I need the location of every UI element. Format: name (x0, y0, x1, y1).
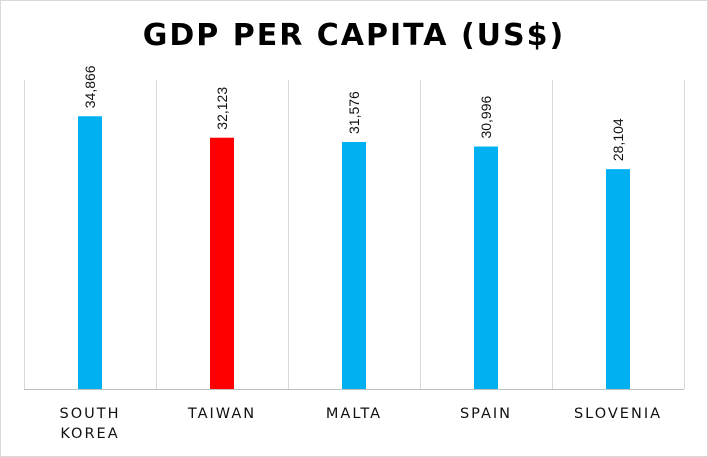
x-tick-label-south-korea-line2: KOREA (60, 426, 119, 442)
bar-malta (342, 141, 366, 389)
x-tick-label-malta: MALTA (326, 406, 382, 422)
data-label-spain: 30,996 (478, 95, 494, 138)
data-label-taiwan: 32,123 (214, 87, 230, 130)
x-tick-label-taiwan: TAIWAN (187, 406, 256, 422)
data-label-slovenia: 28,104 (610, 118, 626, 161)
data-label-south-korea: 34,866 (82, 65, 98, 108)
bar-south-korea (78, 116, 102, 389)
x-tick-label-spain: SPAIN (460, 406, 512, 422)
data-label-malta: 31,576 (346, 91, 362, 134)
category-axis-labels: SOUTH KOREA TAIWAN MALTA SPAIN SLOVENIA (60, 406, 662, 442)
bar-spain (474, 146, 498, 389)
data-labels: 34,866 32,123 31,576 30,996 28,104 (82, 65, 626, 161)
chart-title: GDP PER CAPITA (US$) (142, 18, 566, 53)
category-grid (24, 80, 685, 389)
x-tick-label-slovenia: SLOVENIA (574, 406, 662, 422)
x-tick-label-south-korea-line1: SOUTH (60, 406, 121, 422)
bar-series (78, 116, 630, 389)
bar-slovenia (606, 169, 630, 389)
bar-taiwan (210, 137, 234, 389)
